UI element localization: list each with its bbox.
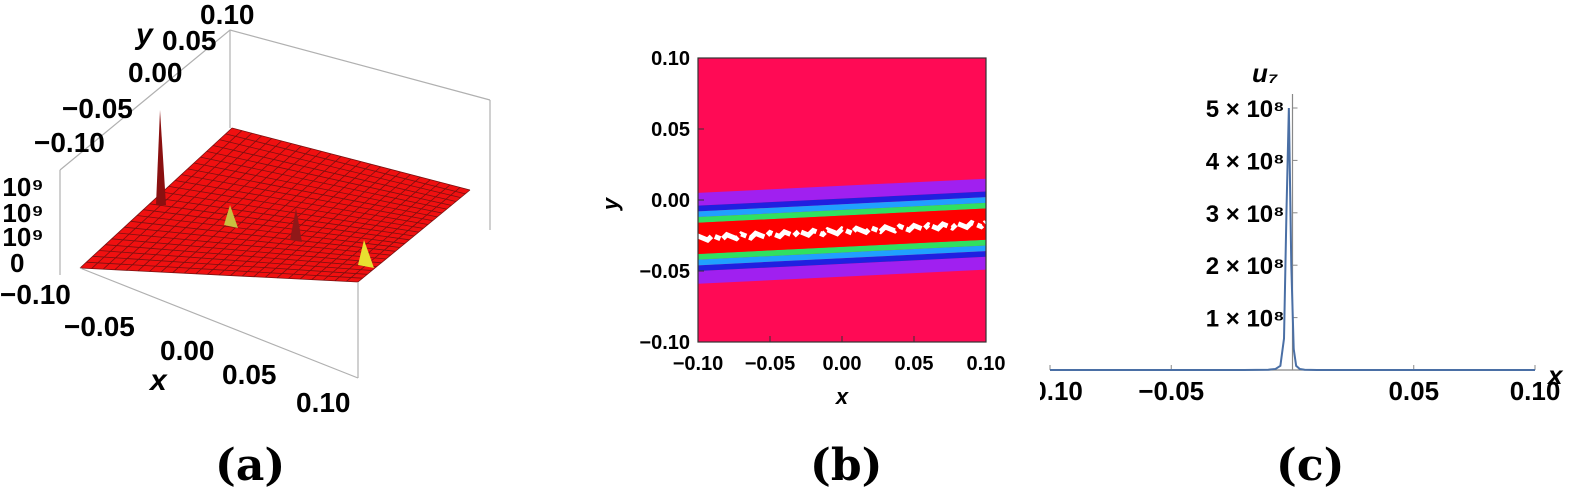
peak-4 [358,240,374,268]
contour-band [698,191,986,212]
surface-grid-line [231,127,471,191]
x-axis-label: x [148,364,168,397]
x-tick-4: 0.05 [222,359,277,390]
x-tick-label: 0.05 [895,353,934,375]
y-tick-label: 0.05 [651,119,690,141]
y-tick-4: −0.05 [62,93,133,124]
x-tick-label: −0.10 [1040,376,1083,406]
x-axis-label: x [835,384,849,409]
z-tick-1: × 10⁹ [0,172,44,202]
surface-grid-line [357,189,471,283]
contour-band [698,178,986,206]
contour-plot-area: −0.10 −0.05 0.00 0.05 0.100.100.050.00−0.05−… [639,48,1005,375]
contour-centre-streak [695,219,988,244]
x-tick-label: 0.00 [823,353,862,375]
y-tick-label: −0.05 [639,261,690,283]
surface-box-front [79,267,359,379]
peak-3 [290,208,302,242]
surface-grid-line [334,184,451,282]
contour-panel: −0.10 −0.05 0.00 0.05 0.100.100.050.00−0.05−… [598,48,1005,491]
y-tick-label: 0.10 [651,48,690,70]
surface-box-back [59,29,491,275]
y-tick-1: 0.10 [200,0,255,30]
surface-plane [80,128,470,282]
y-tick-5: −0.10 [34,127,105,158]
line-plot-area: −0.10 −0.05 0.05 0.10 1 × 10⁸ 2 × 10⁸ 3 × 10⁸ 4… [1040,94,1560,406]
surface-grid-line [219,139,461,199]
y-tick-label: 1 × 10⁸ [1206,306,1285,333]
y-axis-label: y [598,196,623,211]
surface-grid [79,127,471,283]
series-line [1050,107,1535,371]
peak-2 [224,205,238,228]
y-tick-label: 0.00 [651,190,690,212]
line-panel: −0.10 −0.05 0.05 0.10 1 × 10⁸ 2 × 10⁸ 3 × 10⁸ 4… [1040,58,1564,491]
y-tick-label: 4 × 10⁸ [1206,148,1285,175]
caption-a: (a) [215,440,285,491]
caption-c: (c) [1276,440,1344,491]
z-tick-2: × 10⁹ [0,198,44,228]
contour-band [698,256,986,284]
surface-grid-line [212,145,457,202]
peak-1 [156,110,166,205]
contour-band [698,251,986,271]
y-tick-label: 3 × 10⁸ [1206,201,1285,228]
y-axis-label: y [134,18,154,51]
x-tick-label: −0.05 [745,353,796,375]
contour-band [698,245,986,266]
x-tick-label: −0.10 [673,353,724,375]
y-tick-label: −0.10 [639,332,690,354]
z-tick-3: × 10⁹ [0,222,44,252]
surface-grid-line [322,181,441,281]
x-tick-label: 0.10 [967,353,1006,375]
y-tick-2: 0.05 [162,25,217,56]
surface-grid-line [225,133,466,195]
x-axis-label: x [1546,360,1564,390]
y-tick-label: 5 × 10⁸ [1206,96,1285,123]
x-tick-2: −0.05 [64,311,135,342]
x-tick-5: 0.10 [296,387,351,418]
surface-grid-line [311,179,431,280]
y-tick-3: 0.00 [128,57,183,88]
surface-3d-panel: y 0.10 0.05 0.00 −0.05 −0.10 × 10⁹ × 10⁹… [0,0,491,491]
x-tick-1: −0.10 [0,279,71,310]
contour-band [698,197,986,218]
x-tick-label: −0.05 [1138,376,1204,406]
x-tick-label: 0.10 [1510,376,1561,406]
y-axis-label: u₇ [1252,58,1278,88]
contour-band [698,202,986,223]
caption-b: (b) [810,440,882,491]
contour-band [698,239,986,260]
z-tick-0: 0 [10,248,24,278]
x-tick-label: 0.05 [1388,376,1439,406]
x-tick-3: 0.00 [160,335,215,366]
surface-peaks [156,110,374,268]
y-tick-label: 2 × 10⁸ [1206,253,1285,280]
